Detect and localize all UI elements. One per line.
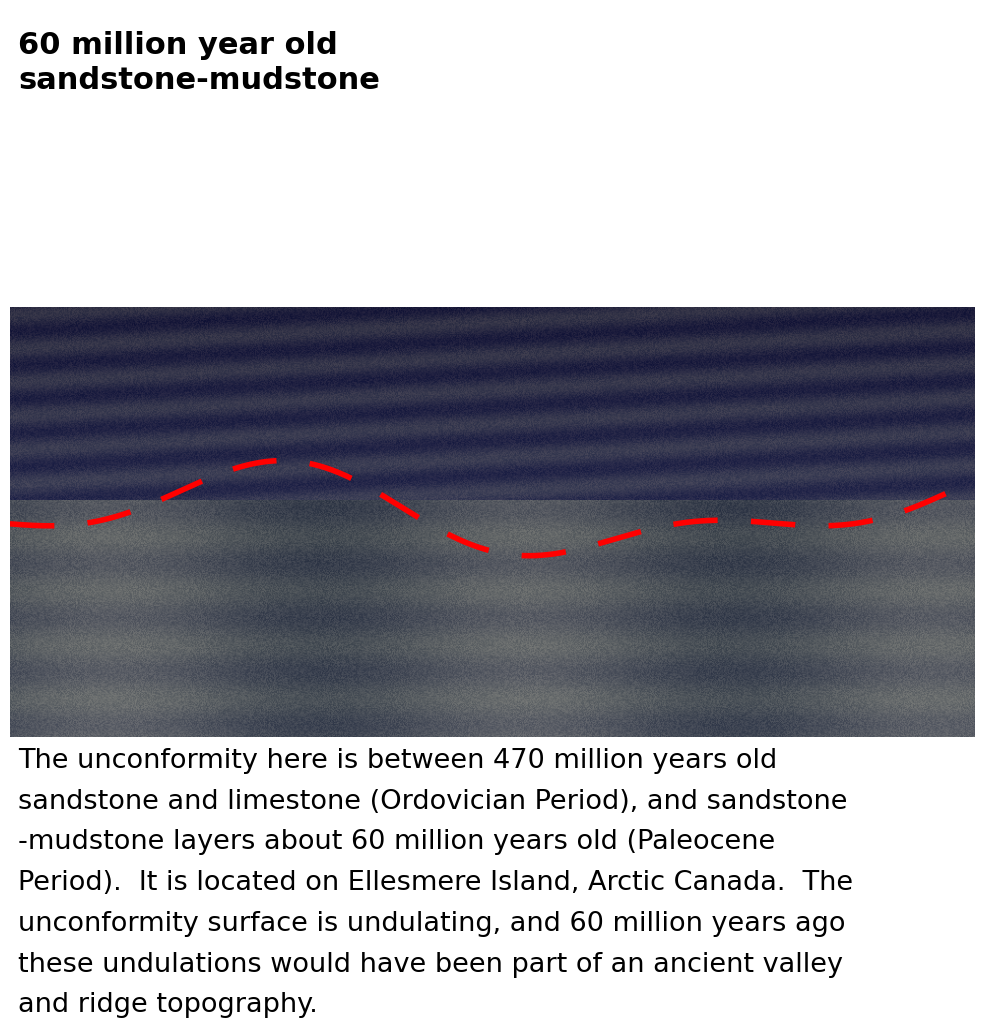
Text: Period).  It is located on Ellesmere Island, Arctic Canada.  The: Period). It is located on Ellesmere Isla… <box>18 870 854 896</box>
Text: these undulations would have been part of an ancient valley: these undulations would have been part o… <box>18 951 843 978</box>
Text: -mudstone layers about 60 million years old (Paleocene: -mudstone layers about 60 million years … <box>18 829 775 855</box>
Text: 470 million year old
sandstone-limestone: 470 million year old sandstone-limestone <box>560 470 866 711</box>
Text: unconformity surface is undulating, and 60 million years ago: unconformity surface is undulating, and … <box>18 911 846 937</box>
Text: and ridge topography.: and ridge topography. <box>18 992 318 1018</box>
Text: sandstone and limestone (Ordovician Period), and sandstone: sandstone and limestone (Ordovician Peri… <box>18 788 848 815</box>
Text: © Brian Ricketts: © Brian Ricketts <box>764 718 868 730</box>
Text: The unconformity here is between 470 million years old: The unconformity here is between 470 mil… <box>18 748 777 774</box>
Text: 60 million year old
sandstone-mudstone: 60 million year old sandstone-mudstone <box>18 31 380 95</box>
